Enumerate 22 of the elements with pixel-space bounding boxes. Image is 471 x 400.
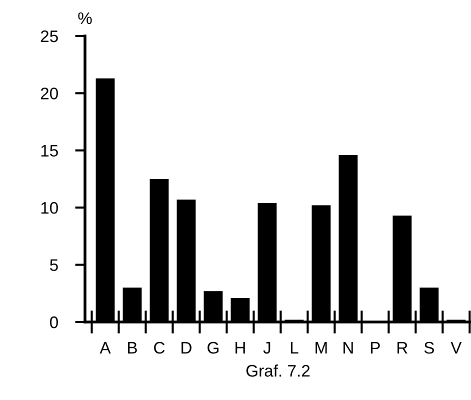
- x-tick-label: R: [398, 342, 408, 354]
- x-tick-label: V: [450, 342, 462, 354]
- x-tick-label: G: [208, 342, 218, 354]
- x-tick-label: D: [182, 342, 192, 354]
- x-tick-label: B: [128, 342, 137, 354]
- y-tick-label: 20: [40, 88, 58, 100]
- x-tick-label: P: [370, 342, 380, 354]
- y-tick-label: 25: [40, 30, 58, 42]
- x-tick-label: L: [290, 342, 298, 354]
- x-tick-label: C: [154, 342, 165, 354]
- text: Graf. 7.2: [246, 364, 310, 377]
- x-tick-label: N: [344, 342, 353, 354]
- x-tick-label: H: [236, 342, 245, 354]
- x-tick-label: J: [263, 342, 270, 354]
- x-tick-label: M: [316, 342, 327, 354]
- x-tick-label: A: [100, 342, 111, 354]
- y-tick-label: 0: [50, 316, 58, 328]
- y-tick-label: 10: [41, 202, 58, 214]
- y-tick-label: 5: [50, 259, 58, 272]
- y-tick-label: 15: [41, 144, 58, 157]
- y-axis-title: %: [78, 12, 92, 24]
- x-tick-label: S: [424, 342, 434, 354]
